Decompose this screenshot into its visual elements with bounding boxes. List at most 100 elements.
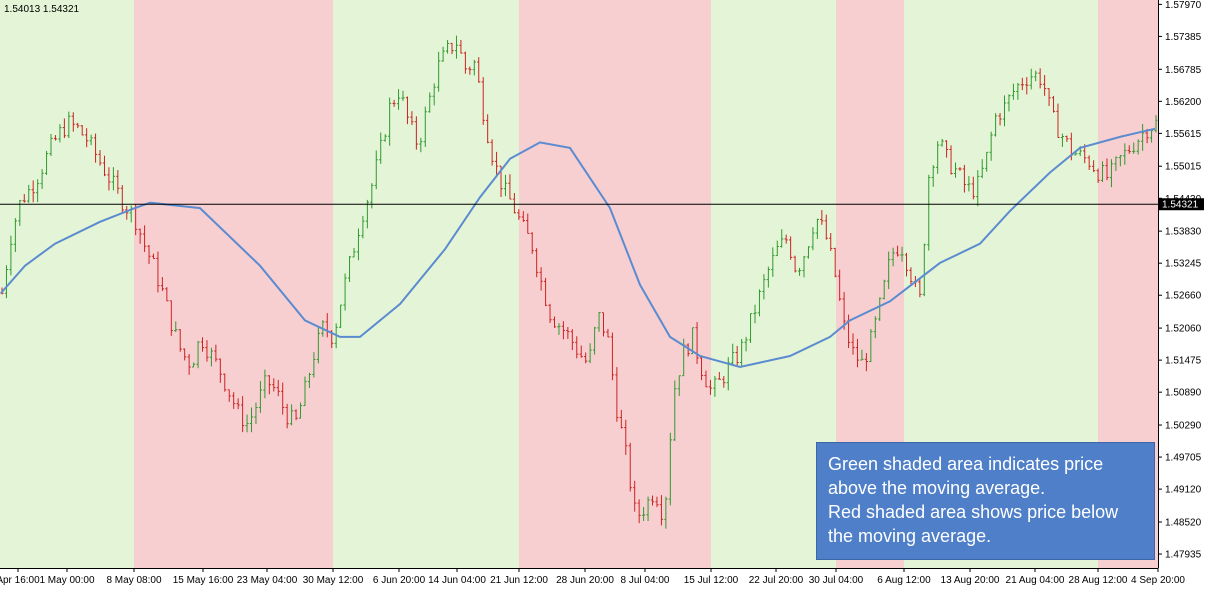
price-bar bbox=[169, 300, 173, 336]
price-bar bbox=[503, 174, 508, 197]
price-bar bbox=[717, 372, 721, 380]
price-bar bbox=[463, 51, 467, 74]
price-bar bbox=[882, 279, 886, 300]
price-bar bbox=[597, 311, 601, 332]
price-bar bbox=[468, 66, 472, 75]
price-bar bbox=[771, 247, 775, 277]
price-bar bbox=[722, 376, 726, 388]
annotation-line-4: the moving average. bbox=[828, 526, 992, 546]
price-bar bbox=[80, 124, 84, 136]
price-bar bbox=[1105, 158, 1109, 181]
y-tick-label: 1.47935 bbox=[1165, 550, 1202, 561]
price-bar bbox=[780, 229, 784, 248]
price-bar bbox=[637, 499, 641, 524]
price-bar bbox=[294, 409, 298, 421]
price-bar bbox=[44, 150, 49, 175]
price-bar bbox=[22, 194, 26, 203]
price-bar bbox=[76, 122, 80, 129]
price-bar bbox=[517, 209, 521, 220]
price-bar bbox=[829, 233, 833, 251]
price-bar bbox=[379, 132, 383, 164]
price-bar bbox=[89, 134, 93, 146]
price-bar bbox=[1047, 88, 1051, 107]
price-bar bbox=[695, 322, 699, 364]
price-bar bbox=[842, 291, 846, 330]
price-bar bbox=[98, 150, 102, 166]
price-bar bbox=[1123, 143, 1127, 165]
price-bar bbox=[272, 378, 276, 392]
price-bar bbox=[263, 369, 267, 399]
price-bar bbox=[869, 328, 873, 363]
price-bar bbox=[1114, 156, 1118, 171]
moving-average-layer bbox=[0, 127, 1158, 369]
price-bar bbox=[31, 180, 35, 203]
price-bar bbox=[232, 392, 236, 409]
price-bar bbox=[561, 321, 566, 340]
price-bar bbox=[900, 246, 904, 262]
price-bar bbox=[383, 134, 387, 142]
price-bar bbox=[575, 336, 579, 359]
price-bar bbox=[209, 347, 214, 367]
price-bar bbox=[855, 338, 860, 368]
price-bar bbox=[962, 164, 967, 193]
price-bar bbox=[147, 244, 151, 265]
x-tick-label: 6 Aug 12:00 bbox=[877, 575, 931, 586]
price-bar bbox=[374, 150, 378, 190]
price-bar bbox=[1109, 159, 1114, 188]
y-tick-label: 1.50890 bbox=[1165, 388, 1202, 399]
price-bar bbox=[254, 402, 258, 424]
y-tick-label: 1.55015 bbox=[1165, 162, 1202, 173]
price-bar bbox=[142, 225, 147, 252]
price-bar bbox=[944, 140, 949, 158]
price-bar bbox=[347, 255, 352, 283]
price-bar bbox=[441, 46, 445, 62]
x-tick-label: 6 Jun 20:00 bbox=[373, 575, 426, 586]
price-bar bbox=[486, 114, 490, 144]
price-bar bbox=[160, 277, 165, 292]
price-bar bbox=[789, 236, 793, 260]
price-bar bbox=[187, 354, 191, 375]
y-tick-label: 1.56200 bbox=[1165, 97, 1202, 108]
price-bar bbox=[895, 245, 900, 257]
price-bar bbox=[775, 240, 779, 257]
price-bar bbox=[699, 355, 704, 381]
price-bar bbox=[766, 266, 770, 288]
price-bar bbox=[735, 345, 739, 366]
price-bar bbox=[878, 297, 882, 322]
price-bars bbox=[0, 35, 1158, 529]
price-bar bbox=[918, 278, 922, 298]
price-bar bbox=[183, 348, 187, 361]
zone-below-1 bbox=[134, 0, 333, 568]
price-bar bbox=[985, 151, 989, 172]
price-bar bbox=[1007, 94, 1011, 112]
price-bar bbox=[343, 273, 347, 311]
price-bar bbox=[673, 380, 677, 441]
price-bar bbox=[40, 169, 44, 190]
price-bar bbox=[432, 83, 436, 106]
price-bar bbox=[298, 402, 303, 419]
price-bar bbox=[1092, 160, 1096, 173]
price-bar bbox=[1002, 95, 1007, 127]
price-bar bbox=[312, 352, 316, 378]
x-tick-label: 14 Jun 04:00 bbox=[428, 575, 486, 586]
price-bar bbox=[36, 179, 40, 203]
price-bar bbox=[396, 89, 401, 110]
y-tick-label: 1.53830 bbox=[1165, 227, 1202, 238]
price-bar bbox=[526, 213, 530, 234]
price-bar bbox=[1051, 96, 1056, 113]
y-tick-label: 1.49705 bbox=[1165, 453, 1202, 464]
price-bar bbox=[539, 267, 543, 291]
price-bar bbox=[356, 228, 361, 261]
price-bar bbox=[13, 218, 17, 253]
x-tick-label: 1 May 00:00 bbox=[39, 575, 94, 586]
price-bar bbox=[927, 174, 931, 251]
price-bar bbox=[423, 106, 427, 147]
price-bar bbox=[543, 277, 548, 307]
price-bar bbox=[566, 326, 570, 339]
y-tick-label: 1.57385 bbox=[1165, 32, 1202, 43]
y-tick-label: 1.53245 bbox=[1165, 259, 1202, 270]
price-bar bbox=[445, 40, 450, 54]
price-bar bbox=[200, 337, 205, 352]
price-bar bbox=[71, 112, 75, 132]
price-bar bbox=[388, 97, 392, 146]
